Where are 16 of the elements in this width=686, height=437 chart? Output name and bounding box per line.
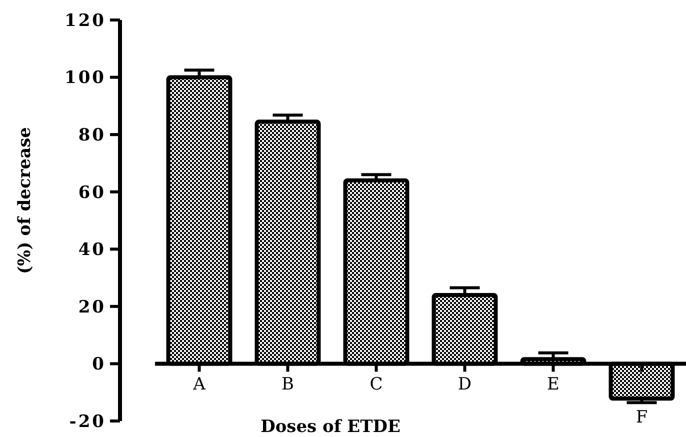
y-tick-label: 20 bbox=[78, 297, 106, 318]
y-axis-title: (%) of decrease bbox=[15, 126, 35, 274]
y-tick-label: 40 bbox=[78, 240, 106, 260]
y-tick-label: 100 bbox=[64, 68, 106, 88]
x-tick-label: E bbox=[547, 374, 560, 395]
y-tick-label: 60 bbox=[78, 182, 106, 203]
y-tick-label: 80 bbox=[78, 126, 106, 146]
y-tick-label: 120 bbox=[64, 10, 106, 31]
x-tick-label: F bbox=[636, 408, 648, 428]
y-tick-label: -20 bbox=[69, 412, 106, 432]
x-axis-title: Doses of ETDE bbox=[260, 417, 400, 437]
x-tick-label: D bbox=[458, 374, 472, 395]
x-tick-label: C bbox=[370, 374, 383, 395]
x-tick-label: B bbox=[282, 374, 294, 395]
x-tick-label: A bbox=[192, 374, 206, 395]
y-tick-label: 0 bbox=[92, 354, 106, 375]
